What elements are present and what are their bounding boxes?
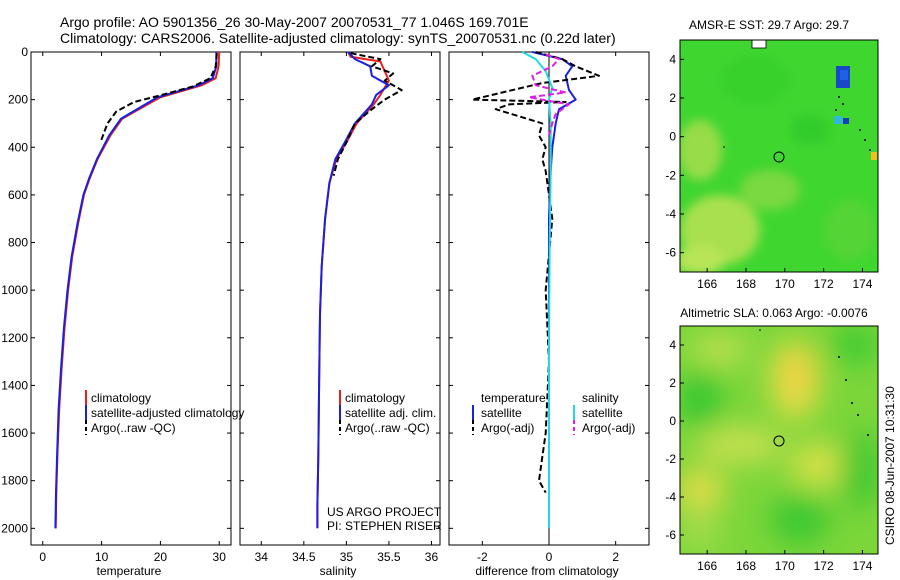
sst-map-field	[680, 40, 878, 272]
project-label: US ARGO PROJECT	[327, 505, 442, 519]
sla-map-frame	[679, 325, 879, 555]
sal-g-series-argo-raw-qc-	[332, 52, 403, 177]
sst-map-title: AMSR-E SST: 29.7 Argo: 29.7	[689, 18, 849, 32]
mapB-g-ytick-label: -6	[665, 528, 676, 542]
sla-map-title: Altimetric SLA: 0.063 Argo: -0.0076	[680, 306, 868, 320]
header-line-2: Climatology: CARS2006. Satellite-adjuste…	[60, 30, 616, 46]
temp-g-ytick-label: 400	[8, 140, 28, 154]
difference-axis-label: difference from climatology	[475, 564, 618, 578]
legend-diff-temperature-heading: temperature	[481, 391, 546, 405]
mapB-g-argo-position-marker	[773, 435, 785, 447]
temp-g-ytick-label: 600	[8, 188, 28, 202]
legend-diff-temp-argo: Argo(-adj)	[481, 421, 534, 435]
salinity-panel	[239, 51, 441, 546]
mapB-g-ytick-label: -2	[665, 452, 676, 466]
pi-label: PI: STEPHEN RISER	[327, 519, 442, 533]
sst-map-axes: 166 168 170 172 174 -6 -4 -2 0 2 4	[665, 52, 872, 291]
csiro-timestamp: CSIRO 08-Jun-2007 10:31:30	[883, 386, 897, 545]
temp-g-ytick-label: 1000	[1, 283, 28, 297]
temp-g-ytick-label: 1400	[1, 378, 28, 392]
sal-g-xtick-label: 35	[340, 550, 354, 564]
temp-g-xtick-label: 0	[39, 550, 46, 564]
mapA-g-ytick-label: -6	[665, 246, 676, 260]
diff-g-xtick-label: -2	[477, 550, 488, 564]
mapB-g-ytick-label: 2	[669, 376, 676, 390]
sla-map-field	[680, 326, 878, 554]
mapB-g-xtick-label: 174	[852, 559, 872, 573]
temperature-legend: climatology satellite-adjusted climatolo…	[85, 390, 244, 435]
legend-diff-salinity-heading: salinity	[582, 391, 619, 405]
diff-g-series-temperature-argo-adj-	[471, 51, 600, 494]
temp-g-xtick-label: 30	[213, 550, 227, 564]
sal-g-series-satellite-adj-clim-	[316, 51, 390, 529]
temp-g-series-satellite-adjusted-climatology	[54, 52, 218, 529]
temp-g-ytick-label: 2000	[1, 521, 28, 535]
sal-g-xtick-label: 36	[425, 550, 439, 564]
mapA-g-xtick-label: 168	[736, 277, 756, 291]
legend-climatology: climatology	[91, 391, 151, 405]
salinity-plot: 34 34.5 35 35.5 36	[240, 51, 440, 564]
mapA-g-ytick-label: 0	[669, 130, 676, 144]
temperature-panel	[30, 51, 232, 546]
temp-g-xtick-label: 10	[95, 550, 109, 564]
diff-g-xtick-label: 0	[546, 550, 553, 564]
legend-sal-satellite: satellite adj. clim.	[345, 406, 436, 420]
salinity-axis-label: salinity	[320, 564, 357, 578]
mapB-g-xtick-label: 168	[736, 559, 756, 573]
difference-plot: -2 0 2	[449, 51, 649, 564]
temp-g-xtick-label: 20	[154, 550, 168, 564]
mapA-g-xtick-label: 166	[697, 277, 717, 291]
mapB-g-ytick-label: 4	[669, 338, 676, 352]
mapA-g-xtick-label: 174	[852, 277, 872, 291]
mapA-g-xtick-label: 170	[775, 277, 795, 291]
mapA-g-ytick-label: 2	[669, 91, 676, 105]
mapA-g-ytick-label: -4	[665, 207, 676, 221]
sal-g-xtick-label: 34	[255, 550, 269, 564]
salinity-legend: climatology satellite adj. clim. Argo(..…	[339, 390, 436, 435]
legend-diff-sal-satellite: satellite	[582, 406, 623, 420]
mapB-g-xtick-label: 166	[697, 559, 717, 573]
sst-map-frame	[679, 39, 879, 273]
sal-g-xtick-label: 34.5	[292, 550, 316, 564]
sla-map-axes: 166 168 170 172 174 -6 -4 -2 0 2 4	[665, 338, 872, 573]
difference-legend: temperature satellite Argo(-adj) salinit…	[472, 391, 635, 435]
temp-g-series-argo-raw-qc-	[99, 53, 218, 143]
temp-g-ytick-label: 200	[8, 93, 28, 107]
mapA-g-ytick-label: -2	[665, 168, 676, 182]
temperature-plot: 0 10 20 30 0 200 400 600 800 1000 1200 1400 1600 1800…	[1, 45, 231, 564]
legend-sal-climatology: climatology	[345, 391, 405, 405]
header-line-1: Argo profile: AO 5901356_26 30-May-2007 …	[60, 14, 529, 30]
temp-g-ytick-label: 1600	[1, 426, 28, 440]
mapB-g-xtick-label: 170	[775, 559, 795, 573]
legend-diff-sal-argo: Argo(-adj)	[582, 421, 635, 435]
legend-satellite-adjusted: satellite-adjusted climatology	[91, 406, 244, 420]
temp-g-ytick-label: 1800	[1, 474, 28, 488]
mapB-g-ytick-label: 0	[669, 414, 676, 428]
diff-g-xtick-label: 2	[612, 550, 619, 564]
mapB-g-ytick-label: -4	[665, 490, 676, 504]
sal-g-xtick-label: 35.5	[377, 550, 401, 564]
mapA-g-xtick-label: 172	[814, 277, 834, 291]
temp-g-ytick-label: 0	[21, 45, 28, 59]
temperature-axis-label: temperature	[97, 564, 162, 578]
mapA-g-ytick-label: 4	[669, 52, 676, 66]
diff-g-series-salinity-argo-adj-	[528, 53, 570, 136]
diff-g-series-salinity-satellite	[521, 51, 554, 529]
legend-diff-temp-satellite: satellite	[481, 406, 522, 420]
mapA-g-argo-position-marker	[773, 151, 785, 163]
legend-sal-argo: Argo(..raw -QC)	[345, 421, 430, 435]
temp-g-ytick-label: 1200	[1, 331, 28, 345]
mapB-g-xtick-label: 172	[814, 559, 834, 573]
temp-g-ytick-label: 800	[8, 236, 28, 250]
legend-argo: Argo(..raw -QC)	[91, 421, 176, 435]
